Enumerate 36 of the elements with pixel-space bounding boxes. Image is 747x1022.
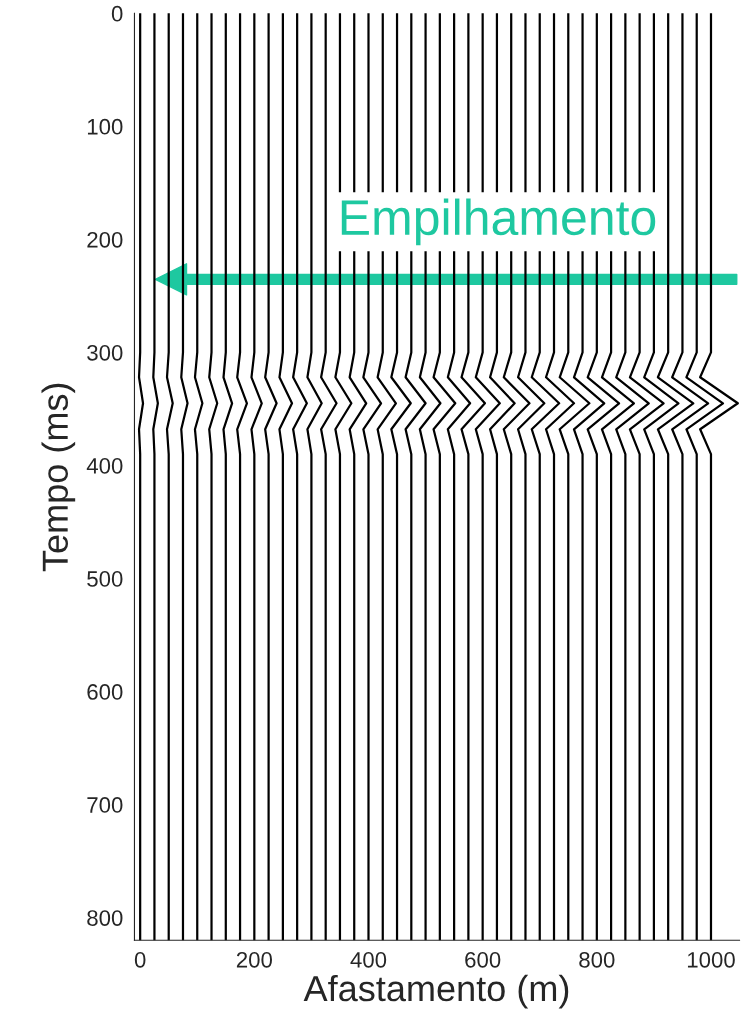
line-series <box>165 13 174 941</box>
annotation: Empilhamento <box>341 198 656 246</box>
x-axis-title: Afastamento (m) <box>303 974 569 1009</box>
y-tick-label: 0 <box>111 5 123 22</box>
line-series <box>236 13 249 941</box>
y-axis-title: Tempo (ms) <box>41 383 76 572</box>
y-tick-label: 200 <box>87 231 123 248</box>
line-series <box>685 13 725 941</box>
line-series <box>306 13 323 941</box>
line-series <box>278 13 294 941</box>
line-series <box>152 13 159 941</box>
x-tick-label: 0 <box>134 951 146 968</box>
y-tick-label: 100 <box>87 118 123 135</box>
y-tick-label: 600 <box>87 684 123 700</box>
y-tick-label: 400 <box>86 457 123 474</box>
line-series <box>292 13 308 941</box>
x-tick-label: 600 <box>465 951 501 968</box>
line-series <box>250 13 263 941</box>
y-tick-label: 300 <box>87 344 123 361</box>
line-series <box>208 13 219 941</box>
x-tick-label: 1000 <box>687 951 735 968</box>
y-tick-label: 500 <box>87 571 123 587</box>
line-series <box>222 13 234 941</box>
line-series <box>264 13 278 941</box>
line-series <box>137 13 145 941</box>
line-series <box>320 13 338 941</box>
y-tick-label: 800 <box>87 910 123 926</box>
line-series <box>671 13 710 941</box>
line-series <box>699 13 739 941</box>
y-tick-label: 700 <box>87 797 123 813</box>
x-tick-label: 400 <box>350 951 387 968</box>
line-series <box>180 13 189 941</box>
line-series <box>193 13 204 941</box>
x-tick-label: 800 <box>579 951 615 968</box>
x-tick-label: 200 <box>236 951 272 968</box>
line-series <box>656 13 695 941</box>
